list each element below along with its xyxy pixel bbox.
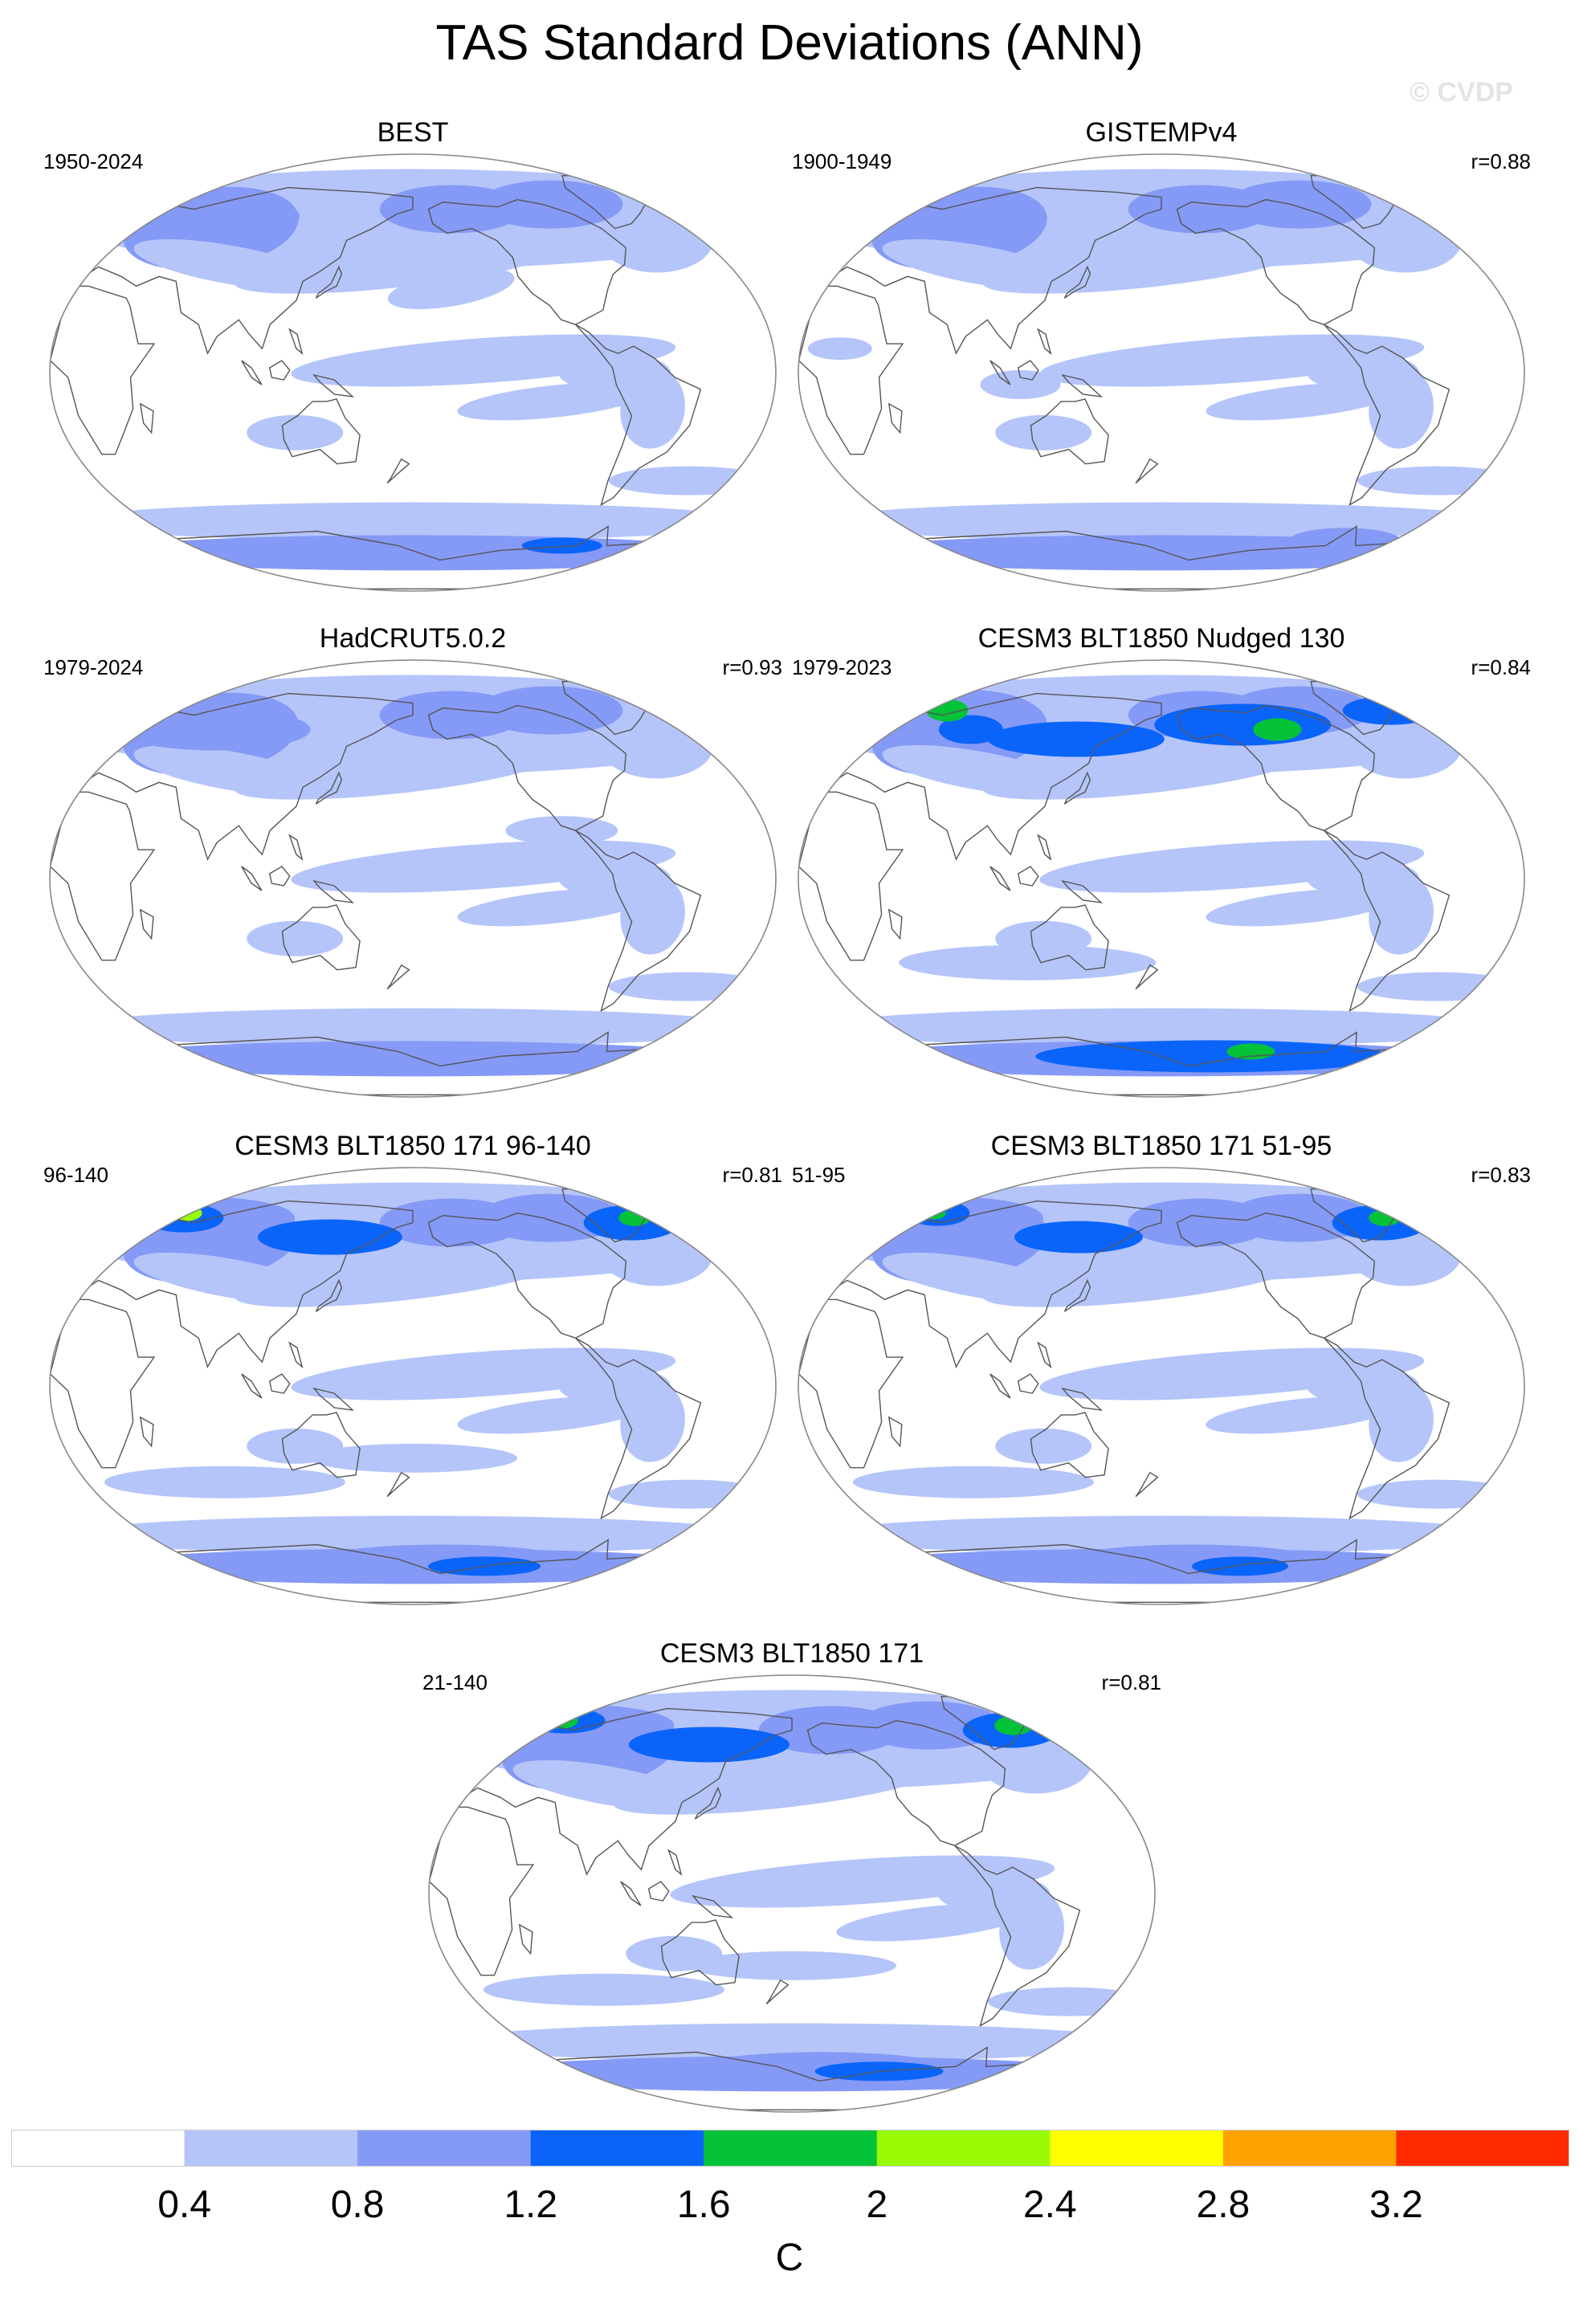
panel-period: 1979-2023 (792, 655, 892, 679)
map-panel-cesm3-nudged: CESM3 BLT1850 Nudged 130 1979-2023 r=0.8… (792, 623, 1531, 1098)
colorbar-segment (11, 2130, 186, 2167)
colorbar-tick-label: 0.8 (330, 2183, 385, 2226)
colorbar-segment (184, 2130, 358, 2167)
colorbar-segment (704, 2130, 878, 2167)
colorbar-tick-label: 1.6 (676, 2183, 731, 2226)
panel-correlation: r=0.88 (1471, 149, 1531, 173)
world-map (49, 659, 777, 1098)
panel-correlation: r=0.81 (722, 1163, 782, 1187)
panel-correlation: r=0.83 (1471, 1163, 1531, 1187)
panel-correlation: r=0.81 (1101, 1670, 1161, 1694)
colorbar-tick-label: 3.2 (1369, 2183, 1423, 2226)
panel-title: CESM3 BLT1850 171 (659, 1638, 924, 1669)
figure-title: TAS Standard Deviations (ANN) (435, 15, 1144, 71)
colorbar-tick-label: 2.8 (1196, 2183, 1251, 2226)
colorbar-segment (357, 2130, 532, 2167)
panel-title: BEST (377, 117, 449, 148)
map-panel-cesm3-21-140: CESM3 BLT1850 171 21-140 r=0.81 (422, 1638, 1161, 2113)
watermark: © CVDP (1410, 77, 1513, 108)
panel-title: GISTEMPv4 (1085, 117, 1238, 148)
panel-title: CESM3 BLT1850 171 51-95 (990, 1131, 1332, 1161)
world-map (49, 1167, 777, 1605)
panel-period: 1979-2024 (43, 655, 144, 679)
colorbar (11, 2130, 1569, 2167)
panel-period: 96-140 (43, 1163, 108, 1187)
panel-period: 51-95 (792, 1163, 846, 1187)
colorbar-tick-label: 1.2 (504, 2183, 558, 2226)
panel-correlation: r=0.84 (1471, 655, 1531, 679)
world-map (798, 659, 1525, 1098)
panel-period: 1900-1949 (792, 149, 892, 173)
panel-period: 1950-2024 (43, 149, 144, 173)
colorbar-unit: C (775, 2236, 804, 2279)
map-panel-gistempv4: GISTEMPv4 1900-1949 r=0.88 (792, 117, 1531, 592)
colorbar-tick-label: 2 (866, 2183, 888, 2226)
world-map (798, 153, 1525, 592)
world-map (798, 1167, 1525, 1605)
colorbar-segment (1396, 2130, 1569, 2167)
colorbar-segment (1050, 2130, 1224, 2167)
panel-title: CESM3 BLT1850 Nudged 130 (977, 623, 1345, 654)
panel-title: HadCRUT5.0.2 (319, 623, 507, 654)
colorbar-tick-label: 0.4 (157, 2183, 211, 2226)
world-map (49, 153, 777, 592)
map-panel-best: BEST 1950-2024 (43, 117, 782, 592)
colorbar-tick-label: 2.4 (1022, 2183, 1077, 2226)
map-panel-hadcrut: HadCRUT5.0.2 1979-2024 r=0.93 (43, 623, 782, 1098)
panel-period: 21-140 (422, 1670, 488, 1694)
colorbar-segment (1222, 2130, 1397, 2167)
map-panel-cesm3-51-95: CESM3 BLT1850 171 51-95 51-95 r=0.83 (792, 1131, 1531, 1605)
panel-correlation: r=0.93 (722, 655, 782, 679)
panel-title: CESM3 BLT1850 171 96-140 (235, 1131, 591, 1161)
map-panel-cesm3-96-140: CESM3 BLT1850 171 96-140 96-140 r=0.81 (43, 1131, 782, 1605)
colorbar-segment (530, 2130, 704, 2167)
world-map (428, 1674, 1156, 2113)
colorbar-segment (876, 2130, 1051, 2167)
